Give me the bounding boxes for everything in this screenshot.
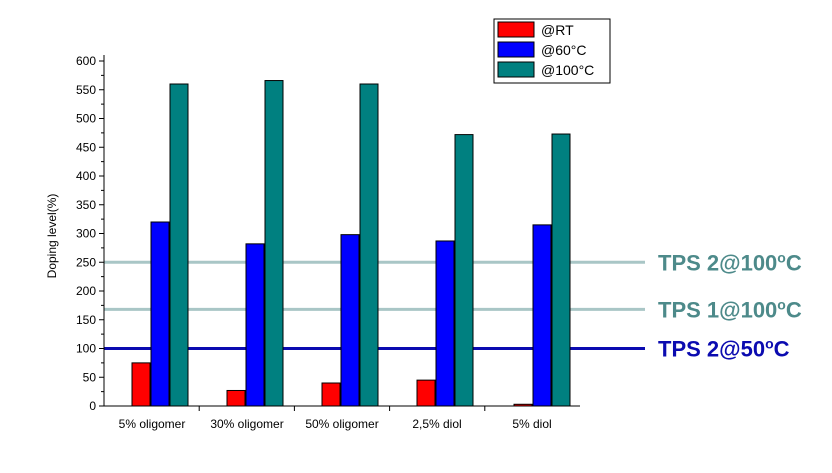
y-tick-label: 250: [76, 255, 96, 269]
legend: @RT @60°C @100°C: [493, 18, 611, 84]
y-tick-label: 600: [76, 54, 96, 68]
bar-2-0: [169, 83, 189, 407]
reference-line-label: TPS 2@100oC: [658, 249, 802, 275]
bar-2-1: [264, 80, 284, 407]
legend-swatch: [497, 41, 535, 58]
bar-2-4: [551, 133, 571, 407]
bar-1-3: [435, 240, 455, 407]
x-tick-label: 5% oligomer: [119, 417, 186, 431]
y-tick-label: 100: [76, 342, 96, 356]
x-tick-label: 30% oligomer: [210, 417, 283, 431]
reference-line-label: TPS 1@100oC: [658, 296, 802, 322]
bar-1-2: [340, 234, 360, 407]
legend-swatch: [497, 61, 535, 78]
legend-entry: @RT: [541, 22, 574, 38]
bar-2-2: [359, 83, 379, 407]
bar-2-3: [454, 134, 474, 407]
bar-1-4: [532, 224, 552, 407]
y-tick-label: 450: [76, 140, 96, 154]
y-axis-label: Doping level(%): [45, 194, 59, 279]
y-tick-label: 150: [76, 313, 96, 327]
axes: 0 50 100 150 200 250 300 350 400 450 500 550 600 5% o…: [76, 54, 580, 431]
y-tick-label: 200: [76, 284, 96, 298]
bar-0-0: [131, 362, 151, 407]
y-tick-label: 550: [76, 83, 96, 97]
bar-0-3: [416, 379, 436, 407]
bar-1-0: [150, 221, 170, 407]
bar-series: [131, 80, 571, 407]
bar-0-2: [321, 382, 341, 407]
y-tick-label: 300: [76, 227, 96, 241]
x-tick-label: 5% diol: [512, 417, 551, 431]
x-tick-label: 50% oligomer: [305, 417, 378, 431]
bar-1-1: [245, 243, 265, 407]
y-tick-label: 0: [89, 399, 96, 413]
y-tick-label: 50: [83, 370, 97, 384]
x-tick-label: 2,5% diol: [412, 417, 461, 431]
y-tick-label: 400: [76, 169, 96, 183]
reference-line-label: TPS 2@50oC: [658, 336, 790, 362]
bar-0-1: [226, 389, 246, 407]
legend-entry: @60°C: [541, 42, 587, 58]
legend-swatch: [497, 21, 535, 38]
y-tick-label: 350: [76, 198, 96, 212]
legend-entry: @100°C: [541, 62, 594, 78]
y-tick-label: 500: [76, 112, 96, 126]
